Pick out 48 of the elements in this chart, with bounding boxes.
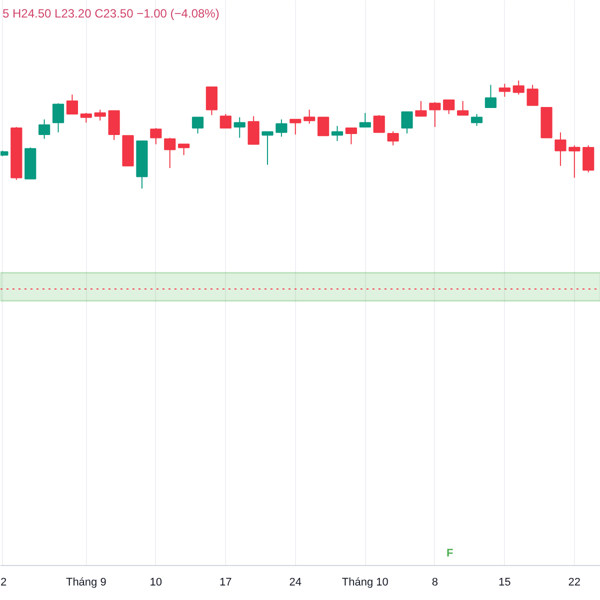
candlestick	[108, 110, 120, 140]
candlestick	[457, 100, 469, 116]
candlestick	[415, 100, 427, 117]
candlestick	[484, 84, 497, 108]
candlestick	[429, 102, 441, 128]
candlestick	[443, 99, 455, 115]
candlestick	[582, 144, 594, 173]
candlestick	[248, 116, 260, 145]
x-tick-label: Tháng 10	[342, 576, 388, 588]
x-tick-label: 8	[432, 576, 438, 588]
candlestick	[164, 137, 176, 169]
candlestick	[290, 118, 302, 136]
candlestick	[318, 116, 330, 136]
candlestick	[359, 112, 371, 128]
candlestick	[150, 128, 162, 145]
candlestick	[66, 94, 78, 115]
x-tick-label: Tháng 9	[66, 576, 106, 588]
candlestick	[470, 114, 483, 126]
candlestick	[568, 144, 580, 178]
candlestick	[192, 116, 204, 134]
candlestick	[387, 130, 399, 146]
candlestick	[52, 102, 64, 133]
candlestick	[512, 80, 524, 96]
candlestick	[554, 132, 566, 166]
candlestick	[262, 131, 274, 166]
candlestick	[276, 118, 288, 138]
x-tick-label: 2	[0, 576, 7, 588]
candlestick	[526, 84, 538, 106]
candlestick	[401, 111, 413, 134]
candlestick	[234, 116, 246, 138]
text: F	[446, 548, 454, 560]
candlestick	[80, 112, 92, 124]
candlestick	[38, 118, 50, 140]
candlestick	[498, 83, 510, 98]
x-tick-label: 22	[568, 576, 581, 588]
x-tick-label: 24	[289, 576, 302, 588]
candlestick	[304, 109, 316, 124]
text: 5 H24.50 L23.20 C23.50 −1.00 (−4.08%)	[2, 6, 220, 20]
x-tick-label: 10	[150, 576, 162, 588]
x-tick-label: 17	[220, 576, 232, 588]
candlestick	[220, 114, 232, 129]
candlestick	[373, 114, 385, 133]
candlestick	[331, 125, 344, 142]
candlestick	[94, 109, 106, 121]
candlestick	[178, 144, 190, 156]
candlestick	[206, 86, 218, 116]
x-tick-label: 15	[498, 576, 511, 588]
candlestick	[345, 128, 358, 145]
